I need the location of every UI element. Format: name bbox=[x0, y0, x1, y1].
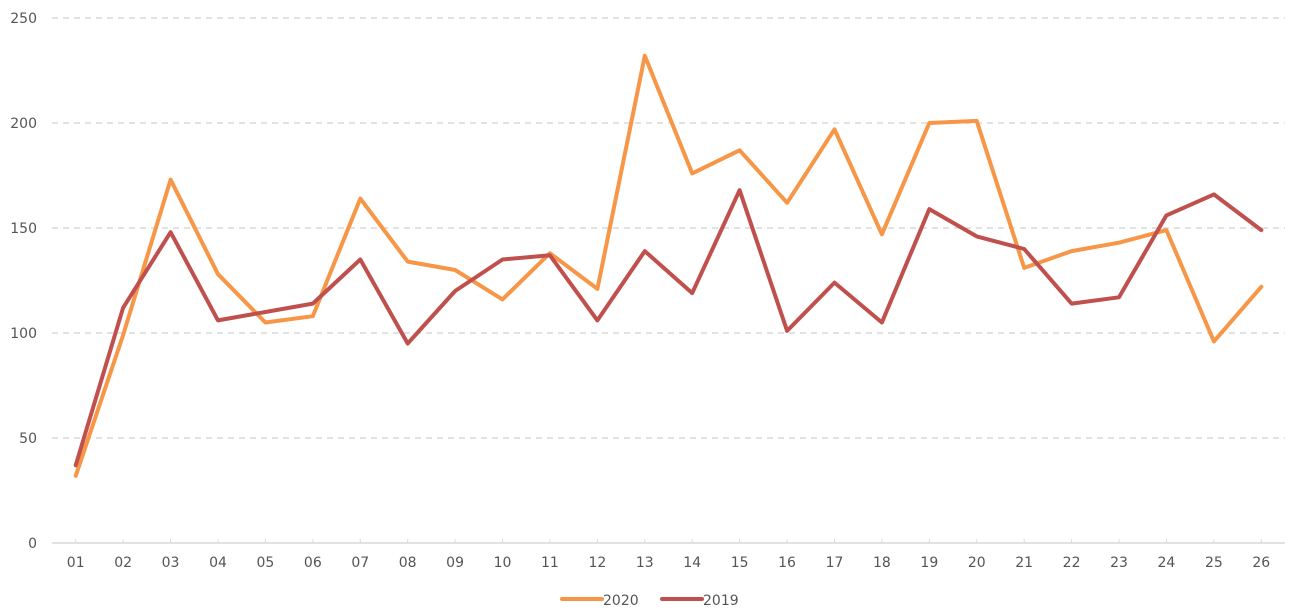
x-axis: 01 02 03 04 05 06 07 08 09 10 11 12 13 14 15 16 17 18 19 20… bbox=[52, 539, 1285, 571]
y-tick-label: 50 bbox=[19, 431, 37, 447]
x-tick-label: 07 bbox=[351, 555, 369, 571]
x-tick-label: 10 bbox=[494, 555, 512, 571]
x-tick-label: 11 bbox=[541, 555, 559, 571]
x-tick-label: 20 bbox=[968, 555, 986, 571]
legend: 2020 2019 bbox=[560, 593, 739, 609]
series-lines bbox=[73, 53, 1264, 478]
y-axis: 0 50 100 150 200 250 bbox=[10, 11, 37, 552]
x-tick-label: 09 bbox=[446, 555, 464, 571]
x-tick-label: 17 bbox=[826, 555, 844, 571]
x-tick-label: 12 bbox=[588, 555, 606, 571]
x-tick-label: 25 bbox=[1205, 555, 1223, 571]
gridlines bbox=[52, 17, 1285, 439]
x-tick-label: 01 bbox=[67, 555, 85, 571]
x-tick-label: 05 bbox=[256, 555, 274, 571]
legend-label: 2019 bbox=[703, 593, 739, 609]
y-tick-label: 150 bbox=[10, 221, 37, 237]
x-tick-label: 23 bbox=[1110, 555, 1128, 571]
x-tick-label: 06 bbox=[304, 555, 322, 571]
x-tick-label: 19 bbox=[920, 555, 938, 571]
series-line-2020 bbox=[73, 53, 1264, 478]
y-tick-label: 200 bbox=[10, 116, 37, 132]
x-tick-label: 24 bbox=[1158, 555, 1176, 571]
x-tick-label: 08 bbox=[399, 555, 417, 571]
x-tick-label: 26 bbox=[1252, 555, 1270, 571]
x-tick-label: 21 bbox=[1015, 555, 1033, 571]
x-tick-label: 16 bbox=[778, 555, 796, 571]
legend-item-2020[interactable]: 2020 bbox=[560, 593, 639, 609]
legend-label: 2020 bbox=[603, 593, 639, 609]
x-tick-label: 14 bbox=[683, 555, 701, 571]
x-tick-label: 02 bbox=[114, 555, 132, 571]
x-tick-label: 15 bbox=[731, 555, 749, 571]
x-tick-label: 04 bbox=[209, 555, 227, 571]
y-tick-label: 250 bbox=[10, 11, 37, 27]
x-tick-label: 18 bbox=[873, 555, 891, 571]
series-line-2019 bbox=[73, 188, 1264, 468]
x-tick-label: 13 bbox=[636, 555, 654, 571]
y-tick-label: 0 bbox=[28, 536, 37, 552]
x-tick-label: 22 bbox=[1063, 555, 1081, 571]
y-tick-label: 100 bbox=[10, 326, 37, 342]
x-tick-label: 03 bbox=[162, 555, 180, 571]
legend-item-2019[interactable]: 2019 bbox=[660, 593, 739, 609]
